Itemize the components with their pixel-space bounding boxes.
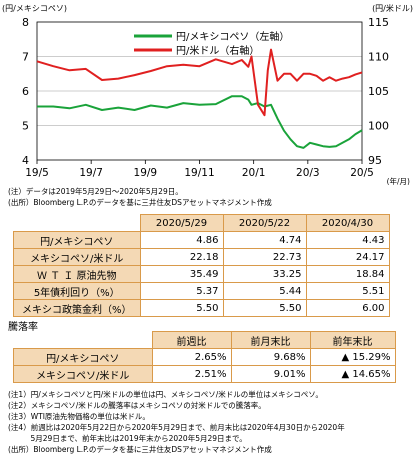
table2-header: 前週比 [151,331,232,349]
x-tick-label: 19/5 [25,167,49,179]
chart-note: (注）データは2019年5月29日～2020年5月29日。 [8,187,183,196]
cell: 35.49 [139,265,224,283]
chart-notes: (注）データは2019年5月29日～2020年5月29日。 (出所）Bloomb… [8,186,272,208]
left-tick-label: 8 [22,16,29,29]
cell: 2.51% [151,365,232,383]
x-tick-label: 19/11 [184,167,214,179]
chart-note: (出所）Bloomberg L.P.のデータを基に三井住友DSアセットマネジメン… [8,198,272,207]
cell: ▲ 15.29% [309,348,396,366]
series-lines [36,48,363,149]
cell: 9.68% [230,348,311,366]
table-row: 円/メキシコペソ 2.65% 9.68% ▲ 15.29% [13,348,396,366]
row-label: Ｗ Ｔ Ｉ 原油先物 [13,265,141,283]
cell: 18.84 [305,265,390,283]
cell: 4.74 [222,231,307,249]
table-row: 円/メキシコペソ 4.86 4.74 4.43 [13,231,390,249]
footnote: (注4）前週比は2020年5月22日から2020年5月29日まで、前月末比は20… [8,423,345,432]
footnotes: (注1）円/メキシコペソと円/米ドルの単位は円、メキシコペソ/米ドルの単位はメキ… [8,389,345,455]
table1-header: 2020/4/30 [305,214,390,232]
footnote: (注2）メキシコペソ/米ドルの騰落率はメキシコペソの対米ドルでの騰落率。 [8,401,266,410]
left-tick-label: 5 [22,120,29,133]
footnote: 5月29日まで、前年末比は2019年末から2020年5月29日まで。 [8,434,247,443]
left-tick-label: 7 [22,51,29,64]
cell: 5.51 [305,282,390,300]
table1-header: 2020/5/29 [139,214,224,232]
cell: 22.18 [139,248,224,266]
table2-header: 前月末比 [230,331,311,349]
cell: 22.73 [222,248,307,266]
x-tick-label: 19/7 [79,167,103,179]
footnote: (出所）Bloomberg L.P.のデータを基に三井住友DSアセットマネジメン… [8,445,272,454]
usd-jpy-line [36,48,363,117]
row-label: 5年債利回り（%） [13,282,141,300]
change-rate-table: 前週比 前月末比 前年末比 円/メキシコペソ 2.65% 9.68% ▲ 15.… [13,331,396,383]
grid-lines [37,56,362,126]
right-tick-label: 100 [368,120,389,133]
row-label: メキシコペソ/米ドル [13,248,141,266]
market-data-table: 2020/5/29 2020/5/22 2020/4/30 円/メキシコペソ 4… [13,214,390,317]
right-tick-label: 105 [368,85,389,98]
x-axis-unit: (年/月) [387,176,410,185]
footnote: (注1）円/メキシコペソと円/米ドルの単位は円、メキシコペソ/米ドルの単位はメキ… [8,390,323,399]
cell: 33.25 [222,265,307,283]
cell: 4.43 [305,231,390,249]
left-axis-label: (円/メキシコペソ) [2,4,67,13]
table-row: メキシコペソ/米ドル 22.18 22.73 24.17 [13,248,390,266]
cell: 4.86 [139,231,224,249]
cell: 5.37 [139,282,224,300]
cell: 5.50 [139,299,224,317]
table-row: Ｗ Ｔ Ｉ 原油先物 35.49 33.25 18.84 [13,265,390,283]
legend-label: 円/メキシコペソ（左軸） [176,30,289,43]
table-row: メキシコ政策金利（%） 5.50 5.50 6.00 [13,299,390,317]
cell: 5.50 [222,299,307,317]
x-tick-label: 20/3 [296,167,320,179]
x-tick-label: 20/1 [242,167,266,179]
cell: ▲ 14.65% [309,365,396,383]
table-row: 5年債利回り（%） 5.37 5.44 5.51 [13,282,390,300]
x-tick-label: 20/5 [350,167,374,179]
left-tick-label: 4 [22,154,29,167]
row-label: 円/メキシコペソ [13,231,141,249]
right-axis-label: (円/米ドル) [372,3,413,13]
right-tick-label: 95 [368,154,382,167]
left-tick-label: 6 [22,85,29,98]
right-axis-ticks: 115 110 105 100 95 [368,16,389,167]
table2-header: 前年末比 [309,331,396,349]
legend-label: 円/米ドル（右軸） [176,44,259,57]
right-tick-label: 110 [368,51,389,64]
cell: 9.01% [230,365,311,383]
section-title: 騰落率 [8,322,38,333]
footnote: (注3）WTI原油先物価格の単位は米ドル。 [8,412,150,421]
row-label: メキシコペソ/米ドル [13,365,153,383]
cell: 6.00 [305,299,390,317]
cell: 24.17 [305,248,390,266]
x-tick-label: 19/9 [134,167,158,179]
left-axis-ticks: 8 7 6 5 4 [22,16,29,167]
x-axis-ticks: 19/5 19/7 19/9 19/11 20/1 20/3 20/5 [25,160,374,179]
row-label: 円/メキシコペソ [13,348,153,366]
table-row: メキシコペソ/米ドル 2.51% 9.01% ▲ 14.65% [13,365,396,383]
row-label: メキシコ政策金利（%） [13,299,141,317]
mxn-jpy-line [37,95,363,149]
cell: 5.44 [222,282,307,300]
right-tick-label: 115 [368,16,389,29]
table1-header: 2020/5/22 [222,214,307,232]
legend: 円/メキシコペソ（左軸）円/米ドル（右軸） [134,30,289,57]
cell: 2.65% [151,348,232,366]
